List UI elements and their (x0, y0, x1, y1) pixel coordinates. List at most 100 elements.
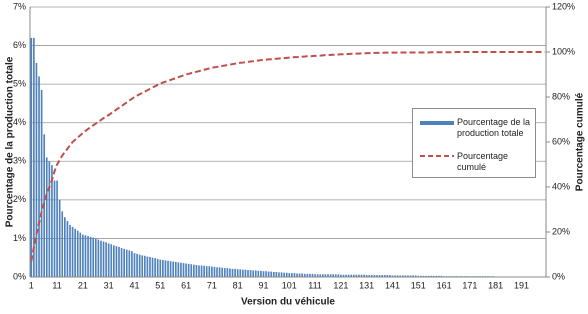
bar (363, 274, 365, 277)
bar (430, 275, 433, 277)
bar (136, 253, 138, 277)
bar (267, 271, 270, 277)
bar (285, 272, 288, 277)
bar (360, 274, 363, 277)
bar (291, 273, 293, 277)
x-tick-label: 51 (155, 280, 165, 290)
bar (314, 274, 316, 277)
bar (231, 268, 234, 277)
bar (223, 268, 226, 277)
bar (401, 275, 404, 277)
bar (319, 274, 322, 277)
bar (373, 275, 376, 277)
cumulative-line (30, 51, 545, 262)
bar (242, 269, 244, 277)
bar (213, 266, 216, 277)
y-tick-label: 2% (13, 194, 26, 204)
bar (208, 266, 211, 277)
bar (84, 235, 87, 277)
bar (345, 274, 347, 277)
bar (234, 268, 236, 277)
bar (128, 250, 131, 277)
bar (48, 161, 51, 277)
x-tick-label: 61 (181, 280, 191, 290)
bar (66, 221, 69, 277)
bar (347, 274, 350, 277)
bar (200, 265, 203, 277)
bar (412, 275, 414, 277)
bar (391, 275, 394, 277)
y-tick-label: 4% (13, 117, 26, 127)
bar (422, 275, 425, 277)
bar (167, 260, 169, 277)
bar (174, 261, 177, 277)
bar (92, 237, 95, 277)
bar (427, 275, 430, 277)
bar (265, 271, 267, 277)
bar (327, 274, 329, 277)
bar (172, 261, 175, 277)
bar (301, 273, 304, 277)
bar (296, 273, 298, 277)
x-tick-label: 141 (385, 280, 400, 290)
bar (38, 76, 40, 277)
bar (56, 180, 58, 277)
x-tick-label: 71 (207, 280, 217, 290)
bar (97, 239, 100, 277)
bar (378, 275, 381, 277)
bar (180, 262, 182, 277)
bar (51, 165, 53, 277)
bar (432, 275, 435, 277)
bar (187, 263, 190, 277)
bar (275, 271, 278, 277)
bar (386, 275, 389, 277)
bar (404, 275, 407, 277)
bar (342, 274, 345, 277)
bar (193, 264, 195, 277)
bar (365, 275, 368, 277)
bar (254, 270, 257, 277)
bar (280, 272, 283, 277)
y2-tick-label: 60% (552, 136, 570, 146)
bar (53, 180, 56, 277)
bar (71, 226, 74, 277)
x-tick-label: 181 (488, 280, 503, 290)
bar (278, 272, 280, 277)
bar (110, 244, 113, 277)
y2-axis-title: Pourcentage cumulé (575, 92, 586, 191)
bar (293, 273, 296, 277)
legend-label: Pourcentage cumulé (457, 151, 509, 172)
bar (69, 224, 71, 277)
bar (311, 273, 314, 277)
bar (262, 271, 265, 277)
bar (177, 262, 180, 277)
x-tick-label: 41 (129, 280, 139, 290)
bar (40, 89, 43, 277)
y-tick-label: 5% (13, 79, 26, 89)
bar (61, 211, 64, 277)
bar (205, 266, 208, 277)
y-tick-label: 1% (13, 233, 26, 243)
bar (115, 246, 118, 277)
x-tick-label: 121 (333, 280, 348, 290)
y-tick-label: 3% (13, 156, 26, 166)
bar (33, 37, 35, 277)
bar (324, 274, 327, 277)
x-tick-label: 161 (437, 280, 452, 290)
bar (239, 269, 242, 277)
bar (35, 62, 38, 277)
y-axis-title: Pourcentage de la production totale (5, 56, 16, 227)
bar (79, 232, 82, 277)
bar (162, 260, 164, 277)
bar (350, 274, 353, 277)
bar (435, 275, 438, 277)
x-tick-label: 1 (29, 280, 34, 290)
y-tick-label: 6% (13, 40, 26, 50)
bar (322, 274, 324, 277)
bar (399, 275, 402, 277)
bar (352, 274, 355, 277)
bar (334, 274, 337, 277)
bar (316, 274, 319, 277)
bar (288, 273, 291, 277)
